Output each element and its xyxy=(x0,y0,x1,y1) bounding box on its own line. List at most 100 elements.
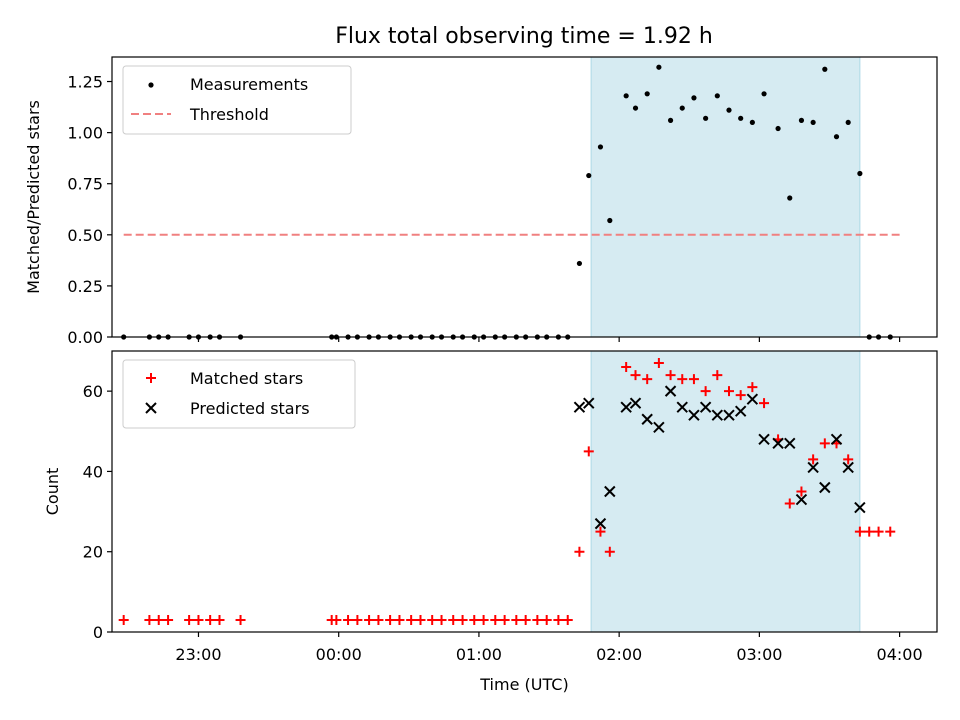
data-point xyxy=(574,546,585,557)
data-point xyxy=(873,526,884,537)
data-point xyxy=(798,117,805,123)
data-point xyxy=(373,614,384,625)
y-tick-label: 0.50 xyxy=(67,226,103,245)
data-point xyxy=(394,614,405,625)
legend-label: Predicted stars xyxy=(190,399,310,418)
y-tick-label: 1.00 xyxy=(67,124,103,143)
data-point xyxy=(691,95,697,101)
data-point xyxy=(679,105,685,111)
data-point xyxy=(810,119,816,126)
x-tick-label: 01:00 xyxy=(456,645,502,664)
data-point xyxy=(723,409,735,421)
y-tick-label: 0 xyxy=(93,623,103,642)
data-point xyxy=(833,134,840,140)
data-point xyxy=(607,217,613,224)
data-point xyxy=(331,614,342,625)
data-point xyxy=(595,526,606,537)
data-point xyxy=(583,397,595,409)
data-point xyxy=(726,107,732,113)
data-point xyxy=(723,386,734,397)
data-point xyxy=(857,170,863,177)
legend-label: Matched stars xyxy=(190,369,303,388)
data-point xyxy=(746,393,759,405)
data-point xyxy=(364,614,375,625)
data-point xyxy=(795,493,808,506)
data-point xyxy=(845,119,851,126)
data-point xyxy=(436,614,447,625)
data-point xyxy=(700,386,711,397)
data-point xyxy=(796,486,807,497)
panel-ratio: 0.00 0.25 0.50 0.75 1.00 1.25 Matched/Predicte… xyxy=(24,56,938,347)
data-point xyxy=(193,614,204,625)
data-point xyxy=(478,614,489,625)
data-point xyxy=(749,119,755,126)
data-point xyxy=(677,374,688,385)
data-point xyxy=(759,398,770,409)
data-point xyxy=(807,461,819,474)
legend-label: Measurements xyxy=(190,75,308,94)
data-point xyxy=(597,144,604,150)
data-point xyxy=(343,614,354,625)
data-point xyxy=(714,93,720,99)
data-point xyxy=(885,526,896,537)
data-point xyxy=(184,614,195,625)
x-tick-label: 23:00 xyxy=(175,645,221,664)
data-point xyxy=(775,125,781,132)
data-point xyxy=(632,105,639,111)
data-point xyxy=(448,614,459,625)
data-point xyxy=(653,358,664,369)
y-tick-label: 0.75 xyxy=(67,175,103,194)
y-tick-label: 40 xyxy=(83,462,103,481)
panel-counts: 0 20 40 60 23:00 00:00 01:00 02:00 03:00 04:00 Cou… xyxy=(43,350,938,694)
legend-marker xyxy=(146,373,156,383)
data-point xyxy=(385,614,396,625)
data-point xyxy=(787,195,793,201)
y-tick-label: 20 xyxy=(83,543,103,562)
data-point xyxy=(235,614,246,625)
observing-span xyxy=(590,56,861,338)
x-tick-label: 04:00 xyxy=(877,645,923,664)
data-point xyxy=(541,614,552,625)
data-point xyxy=(665,370,676,381)
data-point xyxy=(406,614,417,625)
data-point xyxy=(688,409,700,421)
data-point xyxy=(784,498,795,509)
data-point xyxy=(427,614,438,625)
legend-marker xyxy=(148,82,154,88)
axes-frame xyxy=(111,350,938,633)
data-point xyxy=(553,614,564,625)
data-point xyxy=(772,437,784,450)
data-point xyxy=(819,481,831,494)
data-point xyxy=(822,66,828,72)
data-point xyxy=(604,485,616,498)
data-point xyxy=(864,526,875,537)
data-point xyxy=(532,614,543,625)
axes-frame xyxy=(111,56,938,338)
data-point xyxy=(511,614,522,625)
data-point xyxy=(664,385,677,397)
data-point xyxy=(623,93,629,99)
y-tick-label: 1.25 xyxy=(67,73,103,92)
x-tick-label: 03:00 xyxy=(736,645,782,664)
data-point xyxy=(854,501,866,514)
data-point xyxy=(653,421,665,433)
data-point xyxy=(118,614,129,625)
x-tick-label: 00:00 xyxy=(316,645,362,664)
data-point xyxy=(457,614,468,625)
data-point xyxy=(842,461,854,474)
data-point xyxy=(469,614,480,625)
data-point xyxy=(153,614,164,625)
data-point xyxy=(784,437,796,450)
data-point xyxy=(703,115,709,121)
observing-span xyxy=(590,350,861,633)
data-point xyxy=(586,172,592,179)
y-axis-label: Count xyxy=(43,468,62,516)
data-point xyxy=(621,362,632,373)
data-point xyxy=(583,446,594,457)
data-point xyxy=(144,614,155,625)
data-point xyxy=(819,438,830,449)
data-point xyxy=(747,382,758,393)
data-point xyxy=(641,413,653,425)
x-axis-label: Time (UTC) xyxy=(479,675,568,694)
data-point xyxy=(808,454,819,465)
